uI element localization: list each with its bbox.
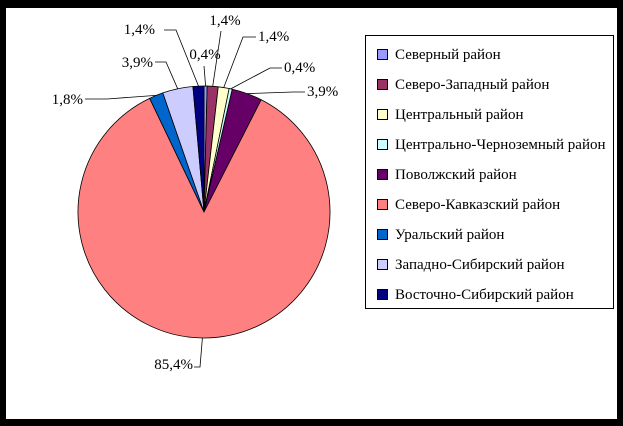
legend-swatch [377,49,388,60]
leader-line-3 [230,67,282,90]
legend-label: Северный район [395,47,501,63]
legend-swatch [377,79,388,90]
legend-swatch [377,199,388,210]
legend-item-severo-kavkazskij[interactable]: Северо-Кавказский район [377,197,609,227]
legend-label: Северо-Кавказский район [395,197,561,213]
percent-label-uralskij: 1,8% [51,92,83,108]
legend-swatch [377,139,388,150]
legend-item-uralskij[interactable]: Уральский район [377,227,609,257]
leader-line-5 [194,337,203,368]
legend-item-zapadno-sibirskij[interactable]: Западно-Сибирский район [377,257,609,287]
percent-label-severo-kavkazskij: 85,4% [154,357,193,373]
percent-label-tsentralno-chern: 0,4% [284,60,316,76]
percent-label-tsentralnyj: 1,4% [258,29,290,45]
leader-line-8 [164,29,199,87]
legend-item-severo-zapadnyj[interactable]: Северо-Западный район [377,77,609,107]
legend-swatch [377,169,388,180]
legend-label: Восточно-Сибирский район [395,287,574,303]
leader-line-0 [203,65,206,87]
legend-label: Северо-Западный район [395,77,550,93]
leader-line-4 [247,91,305,94]
legend-item-tsentralnyj[interactable]: Центральный район [377,107,609,137]
legend-item-tsentralno-chern[interactable]: Центрально-Черноземный район [377,137,609,167]
legend-label: Поволжский район [395,167,517,183]
percent-label-vostochno-sibirskij: 1,4% [123,22,155,38]
legend-swatch [377,229,388,240]
percent-label-povolzhskij: 3,9% [307,84,339,100]
percent-label-zapadno-sibirskij: 3,9% [121,55,153,71]
legend-label: Центрально-Черноземный район [395,137,606,153]
leader-line-2 [223,36,256,88]
pie-slice-5[interactable] [77,97,331,339]
leader-line-1 [212,30,222,87]
legend-swatch [377,109,388,120]
leader-line-7 [155,61,179,89]
legend-item-vostochno-sibirskij[interactable]: Восточно-Сибирский район [377,287,609,308]
leader-line-6 [85,95,157,100]
percent-label-severo-zapadnyj: 1,4% [209,13,241,29]
legend-label: Уральский район [395,227,505,243]
chart-legend: Северный район Северо-Западный район Цен… [365,35,614,309]
legend-item-povolzhskij[interactable]: Поволжский район [377,167,609,197]
legend-label: Центральный район [395,107,524,123]
legend-label: Западно-Сибирский район [395,257,565,273]
legend-item-severnyj[interactable]: Северный район [377,47,609,77]
percent-label-severnyj: 0,4% [189,47,221,63]
legend-swatch [377,289,388,300]
legend-swatch [377,259,388,270]
pie-slice-8[interactable] [192,85,205,213]
